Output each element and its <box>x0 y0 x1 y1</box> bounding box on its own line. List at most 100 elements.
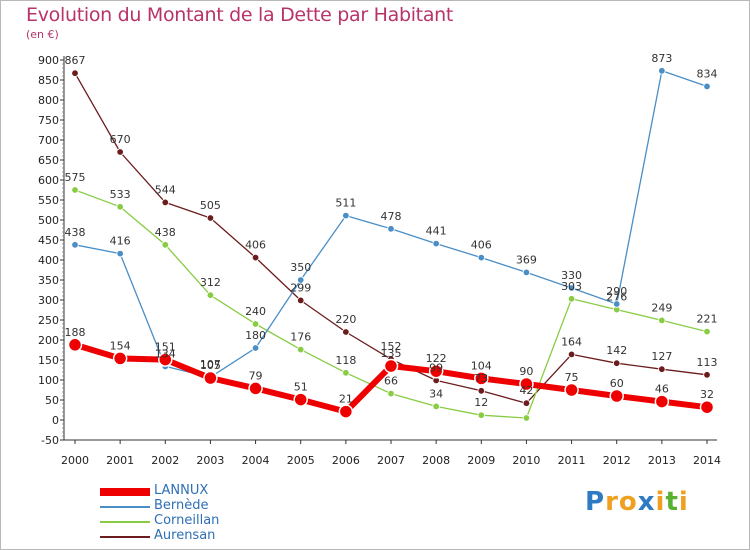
data-point-bernede <box>658 67 666 75</box>
data-label-lannux: 46 <box>655 383 669 396</box>
data-label-aurensan: 670 <box>110 133 131 146</box>
data-label-bernede: 873 <box>651 52 672 65</box>
y-tick-label: 700 <box>38 134 59 147</box>
data-point-corneillan <box>432 402 440 411</box>
data-label-bernede: 441 <box>426 225 447 238</box>
data-label-aurensan: 544 <box>155 183 176 196</box>
x-tick-label: 2001 <box>106 454 134 467</box>
y-tick-label: 0 <box>52 414 59 427</box>
data-label-lannux: 90 <box>519 365 533 378</box>
y-tick-label: 600 <box>38 174 59 187</box>
x-tick-label: 2009 <box>467 454 495 467</box>
data-point-corneillan <box>251 320 260 328</box>
data-point-lannux <box>158 352 173 367</box>
x-tick-label: 2002 <box>151 454 179 467</box>
data-label-bernede: 369 <box>516 253 537 266</box>
data-label-corneillan: 118 <box>335 354 356 367</box>
data-point-lannux <box>338 404 354 419</box>
brand-letter: r <box>605 487 619 517</box>
data-point-bernede <box>567 284 576 292</box>
data-label-lannux: 60 <box>610 377 624 390</box>
data-point-corneillan <box>477 411 485 419</box>
data-label-bernede: 478 <box>381 210 402 223</box>
data-label-lannux: 122 <box>426 352 447 365</box>
x-tick-label: 2007 <box>377 454 405 467</box>
data-label-bernede: 416 <box>110 235 131 248</box>
data-point-bernede <box>613 300 621 308</box>
x-tick-label: 2012 <box>603 454 631 467</box>
brand-letter: i <box>678 487 689 517</box>
data-point-lannux <box>474 371 489 386</box>
brand-letter: x <box>637 487 656 517</box>
x-tick-label: 2010 <box>512 454 540 467</box>
data-label-corneillan: 249 <box>651 301 672 314</box>
data-point-corneillan <box>161 241 169 249</box>
data-label-corneillan: 240 <box>245 305 266 318</box>
data-point-bernede <box>71 241 79 249</box>
legend-item-bernede: Bernède <box>100 499 300 514</box>
y-tick-label: 650 <box>38 154 59 167</box>
data-label-aurensan: 505 <box>200 199 221 212</box>
data-label-corneillan: 533 <box>110 188 131 201</box>
data-label-lannux: 154 <box>110 339 131 352</box>
data-point-bernede <box>387 225 395 233</box>
y-tick-label: 50 <box>45 394 59 407</box>
data-point-aurensan <box>297 296 305 305</box>
legend-label-bernede: Bernède <box>154 498 209 513</box>
x-tick-label: 2008 <box>422 454 450 467</box>
data-label-corneillan: 12 <box>474 396 488 409</box>
y-tick-label: 300 <box>38 294 59 307</box>
data-label-corneillan: 66 <box>384 375 398 388</box>
legend-swatch-aurensan <box>100 536 150 538</box>
y-tick-label: 800 <box>38 94 59 107</box>
y-tick-label: 500 <box>38 214 59 227</box>
legend-swatch-bernede <box>100 506 150 508</box>
data-point-lannux <box>654 394 670 409</box>
data-label-aurensan: 73 <box>474 372 488 385</box>
data-point-aurensan <box>161 198 169 207</box>
data-point-bernede <box>522 268 531 277</box>
x-tick-label: 2004 <box>242 454 270 467</box>
data-point-lannux <box>248 381 263 396</box>
data-label-corneillan: 575 <box>65 171 86 184</box>
data-label-aurensan: 220 <box>335 313 356 326</box>
x-tick-label: 2013 <box>648 454 676 467</box>
data-point-lannux <box>609 388 624 404</box>
y-tick-label: 450 <box>38 234 59 247</box>
y-tick-label: 750 <box>38 114 59 127</box>
data-point-lannux <box>67 337 83 353</box>
y-tick-label: 400 <box>38 254 59 267</box>
data-point-bernede <box>703 82 711 91</box>
data-label-corneillan: 312 <box>200 276 221 289</box>
data-label-bernede: 834 <box>697 67 718 80</box>
brand-letter: t <box>665 487 679 517</box>
data-label-lannux: 135 <box>381 347 402 360</box>
data-point-lannux <box>203 370 218 386</box>
data-point-bernede <box>116 249 124 258</box>
data-point-lannux <box>564 382 579 398</box>
data-point-aurensan <box>206 214 215 222</box>
data-point-corneillan <box>116 203 124 211</box>
data-label-lannux: 51 <box>294 381 308 394</box>
data-label-corneillan: 176 <box>290 331 311 344</box>
data-point-corneillan <box>522 414 531 422</box>
data-label-corneillan: 221 <box>697 313 718 326</box>
data-point-aurensan <box>522 399 531 407</box>
legend-item-lannux: LANNUX <box>100 484 300 499</box>
x-tick-label: 2014 <box>693 454 721 467</box>
data-label-bernede: 134 <box>155 347 176 360</box>
data-point-bernede <box>251 344 260 352</box>
data-label-bernede: 511 <box>335 197 356 210</box>
data-point-lannux <box>112 351 128 366</box>
data-point-lannux <box>428 363 444 379</box>
legend-item-corneillan: Corneillan <box>100 514 300 529</box>
data-label-lannux: 104 <box>471 359 492 372</box>
data-label-aurensan: 867 <box>65 54 86 67</box>
legend-label-aurensan: Aurensan <box>154 528 216 543</box>
data-point-corneillan <box>703 327 711 336</box>
y-tick-label: 250 <box>38 314 59 327</box>
data-label-lannux: 75 <box>565 371 579 384</box>
brand-letter: o <box>618 487 638 517</box>
y-tick-label: 900 <box>38 54 59 67</box>
data-point-lannux <box>383 358 399 374</box>
